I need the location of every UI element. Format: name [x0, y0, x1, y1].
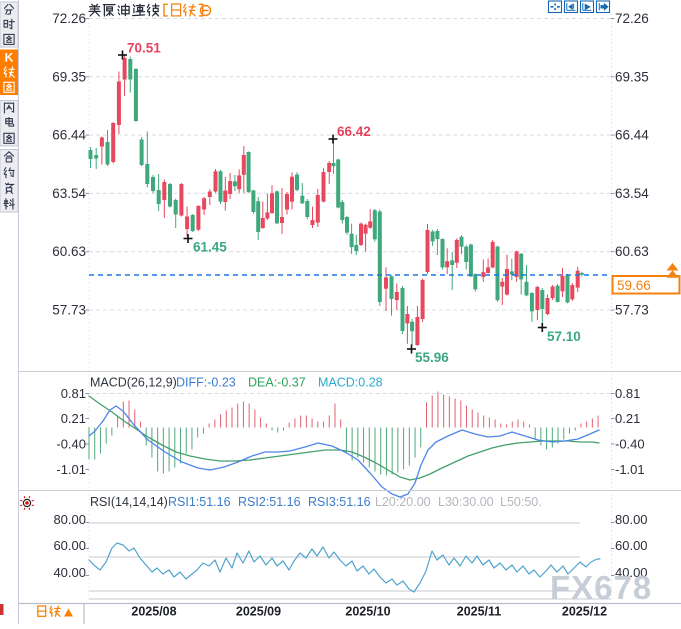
svg-text:RSI2:51.16: RSI2:51.16 — [238, 495, 301, 509]
svg-text:RSI(14,14,14): RSI(14,14,14) — [90, 495, 168, 509]
svg-text:60.63: 60.63 — [615, 244, 649, 259]
svg-text:57.73: 57.73 — [615, 303, 649, 318]
svg-text:60.00: 60.00 — [615, 538, 648, 553]
svg-text:2025/08: 2025/08 — [131, 605, 176, 619]
svg-text:DIFF:-0.23: DIFF:-0.23 — [176, 376, 236, 390]
svg-text:0.81: 0.81 — [61, 386, 86, 401]
svg-text:-0.40: -0.40 — [615, 437, 645, 452]
svg-text:57.73: 57.73 — [52, 303, 86, 318]
svg-text:70.51: 70.51 — [127, 41, 161, 56]
svg-text:63.54: 63.54 — [52, 186, 86, 201]
svg-text:MACD(26,12,9): MACD(26,12,9) — [90, 376, 177, 390]
svg-text:L30:30.00: L30:30.00 — [438, 495, 494, 509]
svg-text:80.00: 80.00 — [615, 512, 648, 527]
svg-text:RSI1:51.16: RSI1:51.16 — [168, 495, 231, 509]
svg-text:K: K — [5, 51, 14, 65]
svg-text:MACD:0.28: MACD:0.28 — [318, 376, 383, 390]
svg-text:69.35: 69.35 — [52, 69, 86, 84]
svg-text:0.21: 0.21 — [615, 411, 640, 426]
svg-text:2025/12: 2025/12 — [562, 605, 607, 619]
svg-text:40.00: 40.00 — [53, 565, 86, 580]
svg-text:0.81: 0.81 — [615, 386, 640, 401]
svg-text:60.00: 60.00 — [53, 538, 86, 553]
svg-text:57.10: 57.10 — [547, 329, 581, 344]
svg-text:RSI3:51.16: RSI3:51.16 — [308, 495, 371, 509]
svg-text:0.21: 0.21 — [61, 411, 86, 426]
svg-text:L50:50.: L50:50. — [500, 495, 542, 509]
svg-text:-1.01: -1.01 — [615, 462, 645, 477]
svg-text:55.96: 55.96 — [415, 350, 449, 365]
svg-text:2025/09: 2025/09 — [236, 605, 281, 619]
svg-text:61.45: 61.45 — [193, 240, 227, 255]
svg-text:66.44: 66.44 — [615, 128, 649, 143]
svg-text:66.44: 66.44 — [52, 128, 86, 143]
svg-text:60.63: 60.63 — [52, 244, 86, 259]
svg-text:40.00: 40.00 — [615, 565, 648, 580]
svg-text:2025/10: 2025/10 — [345, 605, 390, 619]
svg-text:80.00: 80.00 — [53, 512, 86, 527]
svg-text:L20:20.00: L20:20.00 — [375, 495, 431, 509]
svg-text:FX678: FX678 — [550, 569, 652, 606]
svg-text:-1.01: -1.01 — [56, 462, 86, 477]
svg-text:72.26: 72.26 — [52, 11, 86, 26]
svg-text:72.26: 72.26 — [615, 11, 649, 26]
svg-text:-0.40: -0.40 — [56, 437, 86, 452]
svg-text:66.42: 66.42 — [337, 124, 371, 139]
svg-text:59.66: 59.66 — [617, 278, 651, 293]
svg-text:63.54: 63.54 — [615, 186, 649, 201]
svg-text:2025/11: 2025/11 — [457, 605, 502, 619]
svg-text:69.35: 69.35 — [615, 69, 649, 84]
svg-text:DEA:-0.37: DEA:-0.37 — [248, 376, 306, 390]
